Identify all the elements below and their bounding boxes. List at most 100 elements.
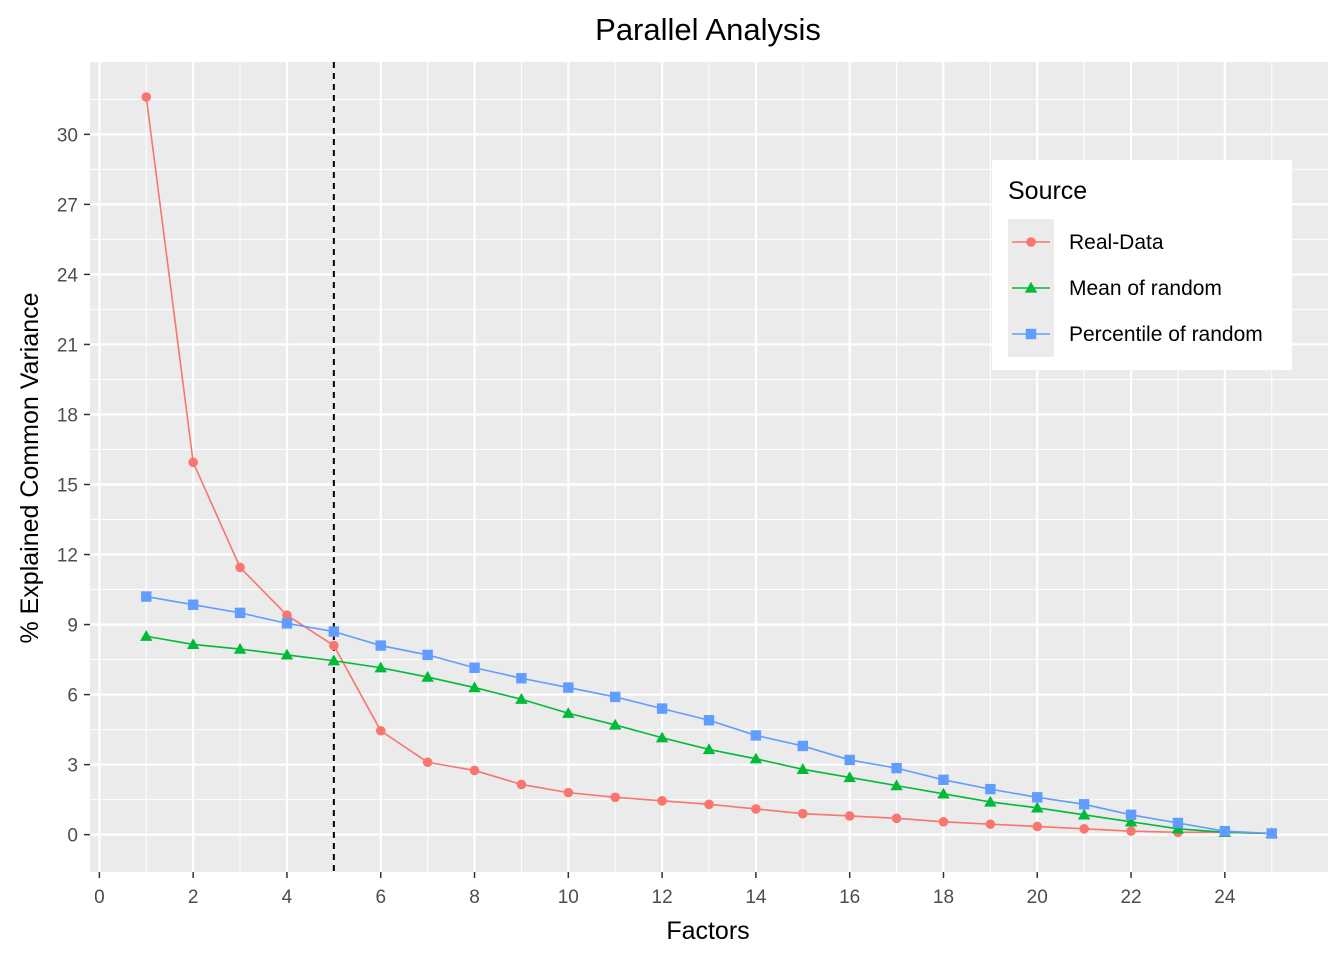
point-mean-of-random xyxy=(233,642,247,654)
x-tick-label: 8 xyxy=(469,887,480,908)
point-real-data xyxy=(329,640,339,651)
legend-key-marker-real-data xyxy=(1026,237,1036,247)
point-real-data xyxy=(891,813,902,824)
point-mean-of-random xyxy=(515,693,528,704)
point-mean-of-random xyxy=(280,648,294,660)
point-percentile-of-random xyxy=(328,626,340,637)
series-points xyxy=(140,92,1278,839)
x-tick-label: 0 xyxy=(94,887,105,908)
legend-label-mean-of-random: Mean of random xyxy=(1069,277,1222,300)
y-tick-label: 0 xyxy=(67,826,78,847)
point-percentile-of-random xyxy=(1172,817,1184,829)
point-percentile-of-random xyxy=(797,740,808,752)
point-percentile-of-random xyxy=(1219,825,1231,837)
point-mean-of-random xyxy=(655,731,669,743)
point-percentile-of-random xyxy=(891,762,902,774)
legend-items: Real-Data Mean of random Percentile of ran… xyxy=(1008,219,1263,357)
point-mean-of-random xyxy=(562,707,575,718)
point-percentile-of-random xyxy=(516,673,527,684)
point-percentile-of-random xyxy=(375,640,386,651)
x-tick-label: 6 xyxy=(375,887,386,908)
point-percentile-of-random xyxy=(469,662,480,673)
point-percentile-of-random xyxy=(187,599,199,610)
point-real-data xyxy=(516,779,527,790)
point-percentile-of-random xyxy=(750,730,762,741)
x-tick-label: 10 xyxy=(558,887,579,908)
point-percentile-of-random xyxy=(422,649,433,661)
y-tick-label: 12 xyxy=(57,546,78,567)
point-real-data xyxy=(657,796,667,806)
y-tick-label: 15 xyxy=(57,476,78,497)
x-tick-label: 16 xyxy=(839,887,860,908)
chart-title: Parallel Analysis xyxy=(595,12,821,47)
point-mean-of-random xyxy=(984,795,997,807)
point-mean-of-random xyxy=(1077,808,1091,820)
point-real-data xyxy=(797,808,808,819)
point-real-data xyxy=(422,757,433,768)
x-axis-label: Factors xyxy=(666,917,749,945)
y-tick-label: 6 xyxy=(67,686,78,707)
point-percentile-of-random xyxy=(656,703,668,714)
point-percentile-of-random xyxy=(1078,799,1090,810)
point-percentile-of-random xyxy=(1125,809,1137,821)
point-real-data xyxy=(282,610,292,621)
x-tick-label: 14 xyxy=(745,887,767,908)
x-tick-label: 4 xyxy=(282,887,293,908)
point-real-data xyxy=(563,787,574,798)
point-real-data xyxy=(1032,821,1043,832)
point-percentile-of-random xyxy=(234,607,246,619)
point-percentile-of-random xyxy=(281,618,293,629)
x-tick-label: 12 xyxy=(652,887,673,908)
y-tick-label: 21 xyxy=(57,335,78,356)
point-percentile-of-random xyxy=(844,754,855,766)
point-real-data xyxy=(1126,826,1136,836)
y-tick-label: 18 xyxy=(57,405,78,426)
point-real-data xyxy=(704,799,714,810)
point-mean-of-random xyxy=(937,787,950,799)
point-real-data xyxy=(938,817,949,827)
point-mean-of-random xyxy=(374,661,387,673)
y-tick-label: 24 xyxy=(57,265,79,286)
point-percentile-of-random xyxy=(141,591,152,602)
point-mean-of-random xyxy=(468,681,481,693)
x-tick-label: 20 xyxy=(1027,887,1048,908)
point-mean-of-random xyxy=(1031,801,1044,813)
grid-major xyxy=(90,62,1328,872)
point-percentile-of-random xyxy=(938,774,949,785)
point-mean-of-random xyxy=(1124,815,1138,827)
point-mean-of-random xyxy=(421,670,434,682)
point-mean-of-random xyxy=(749,752,763,764)
legend: Source Real-Data Mean of random Percentile… xyxy=(992,160,1292,370)
legend-key-marker-percentile-of-random xyxy=(1025,328,1037,340)
legend-title: Source xyxy=(1008,177,1087,205)
point-percentile-of-random xyxy=(1266,828,1277,839)
point-mean-of-random xyxy=(327,654,341,666)
point-percentile-of-random xyxy=(703,715,715,726)
y-tick-label: 27 xyxy=(57,195,78,216)
point-real-data xyxy=(188,457,198,468)
x-tick-label: 18 xyxy=(933,887,954,908)
point-real-data xyxy=(985,819,996,829)
point-real-data xyxy=(751,804,761,814)
point-percentile-of-random xyxy=(563,682,574,693)
y-axis: 0 3 6 9 12 15 18 21 24 27 30 xyxy=(57,125,90,847)
point-real-data xyxy=(469,765,480,776)
legend-label-percentile-of-random: Percentile of random xyxy=(1069,323,1263,346)
y-tick-label: 3 xyxy=(67,756,78,777)
point-mean-of-random xyxy=(186,638,200,650)
x-tick-label: 24 xyxy=(1214,887,1236,908)
point-mean-of-random xyxy=(702,743,716,755)
point-mean-of-random xyxy=(140,630,153,641)
y-tick-label: 9 xyxy=(67,616,78,637)
point-real-data xyxy=(235,562,245,573)
y-tick-label: 30 xyxy=(57,125,78,146)
point-real-data xyxy=(1079,824,1089,834)
legend-label-real-data: Real-Data xyxy=(1069,231,1164,254)
point-real-data xyxy=(141,92,152,102)
point-mean-of-random xyxy=(796,763,809,774)
point-percentile-of-random xyxy=(985,783,996,795)
point-real-data xyxy=(610,792,621,803)
point-mean-of-random xyxy=(890,779,903,791)
point-mean-of-random xyxy=(843,771,856,783)
